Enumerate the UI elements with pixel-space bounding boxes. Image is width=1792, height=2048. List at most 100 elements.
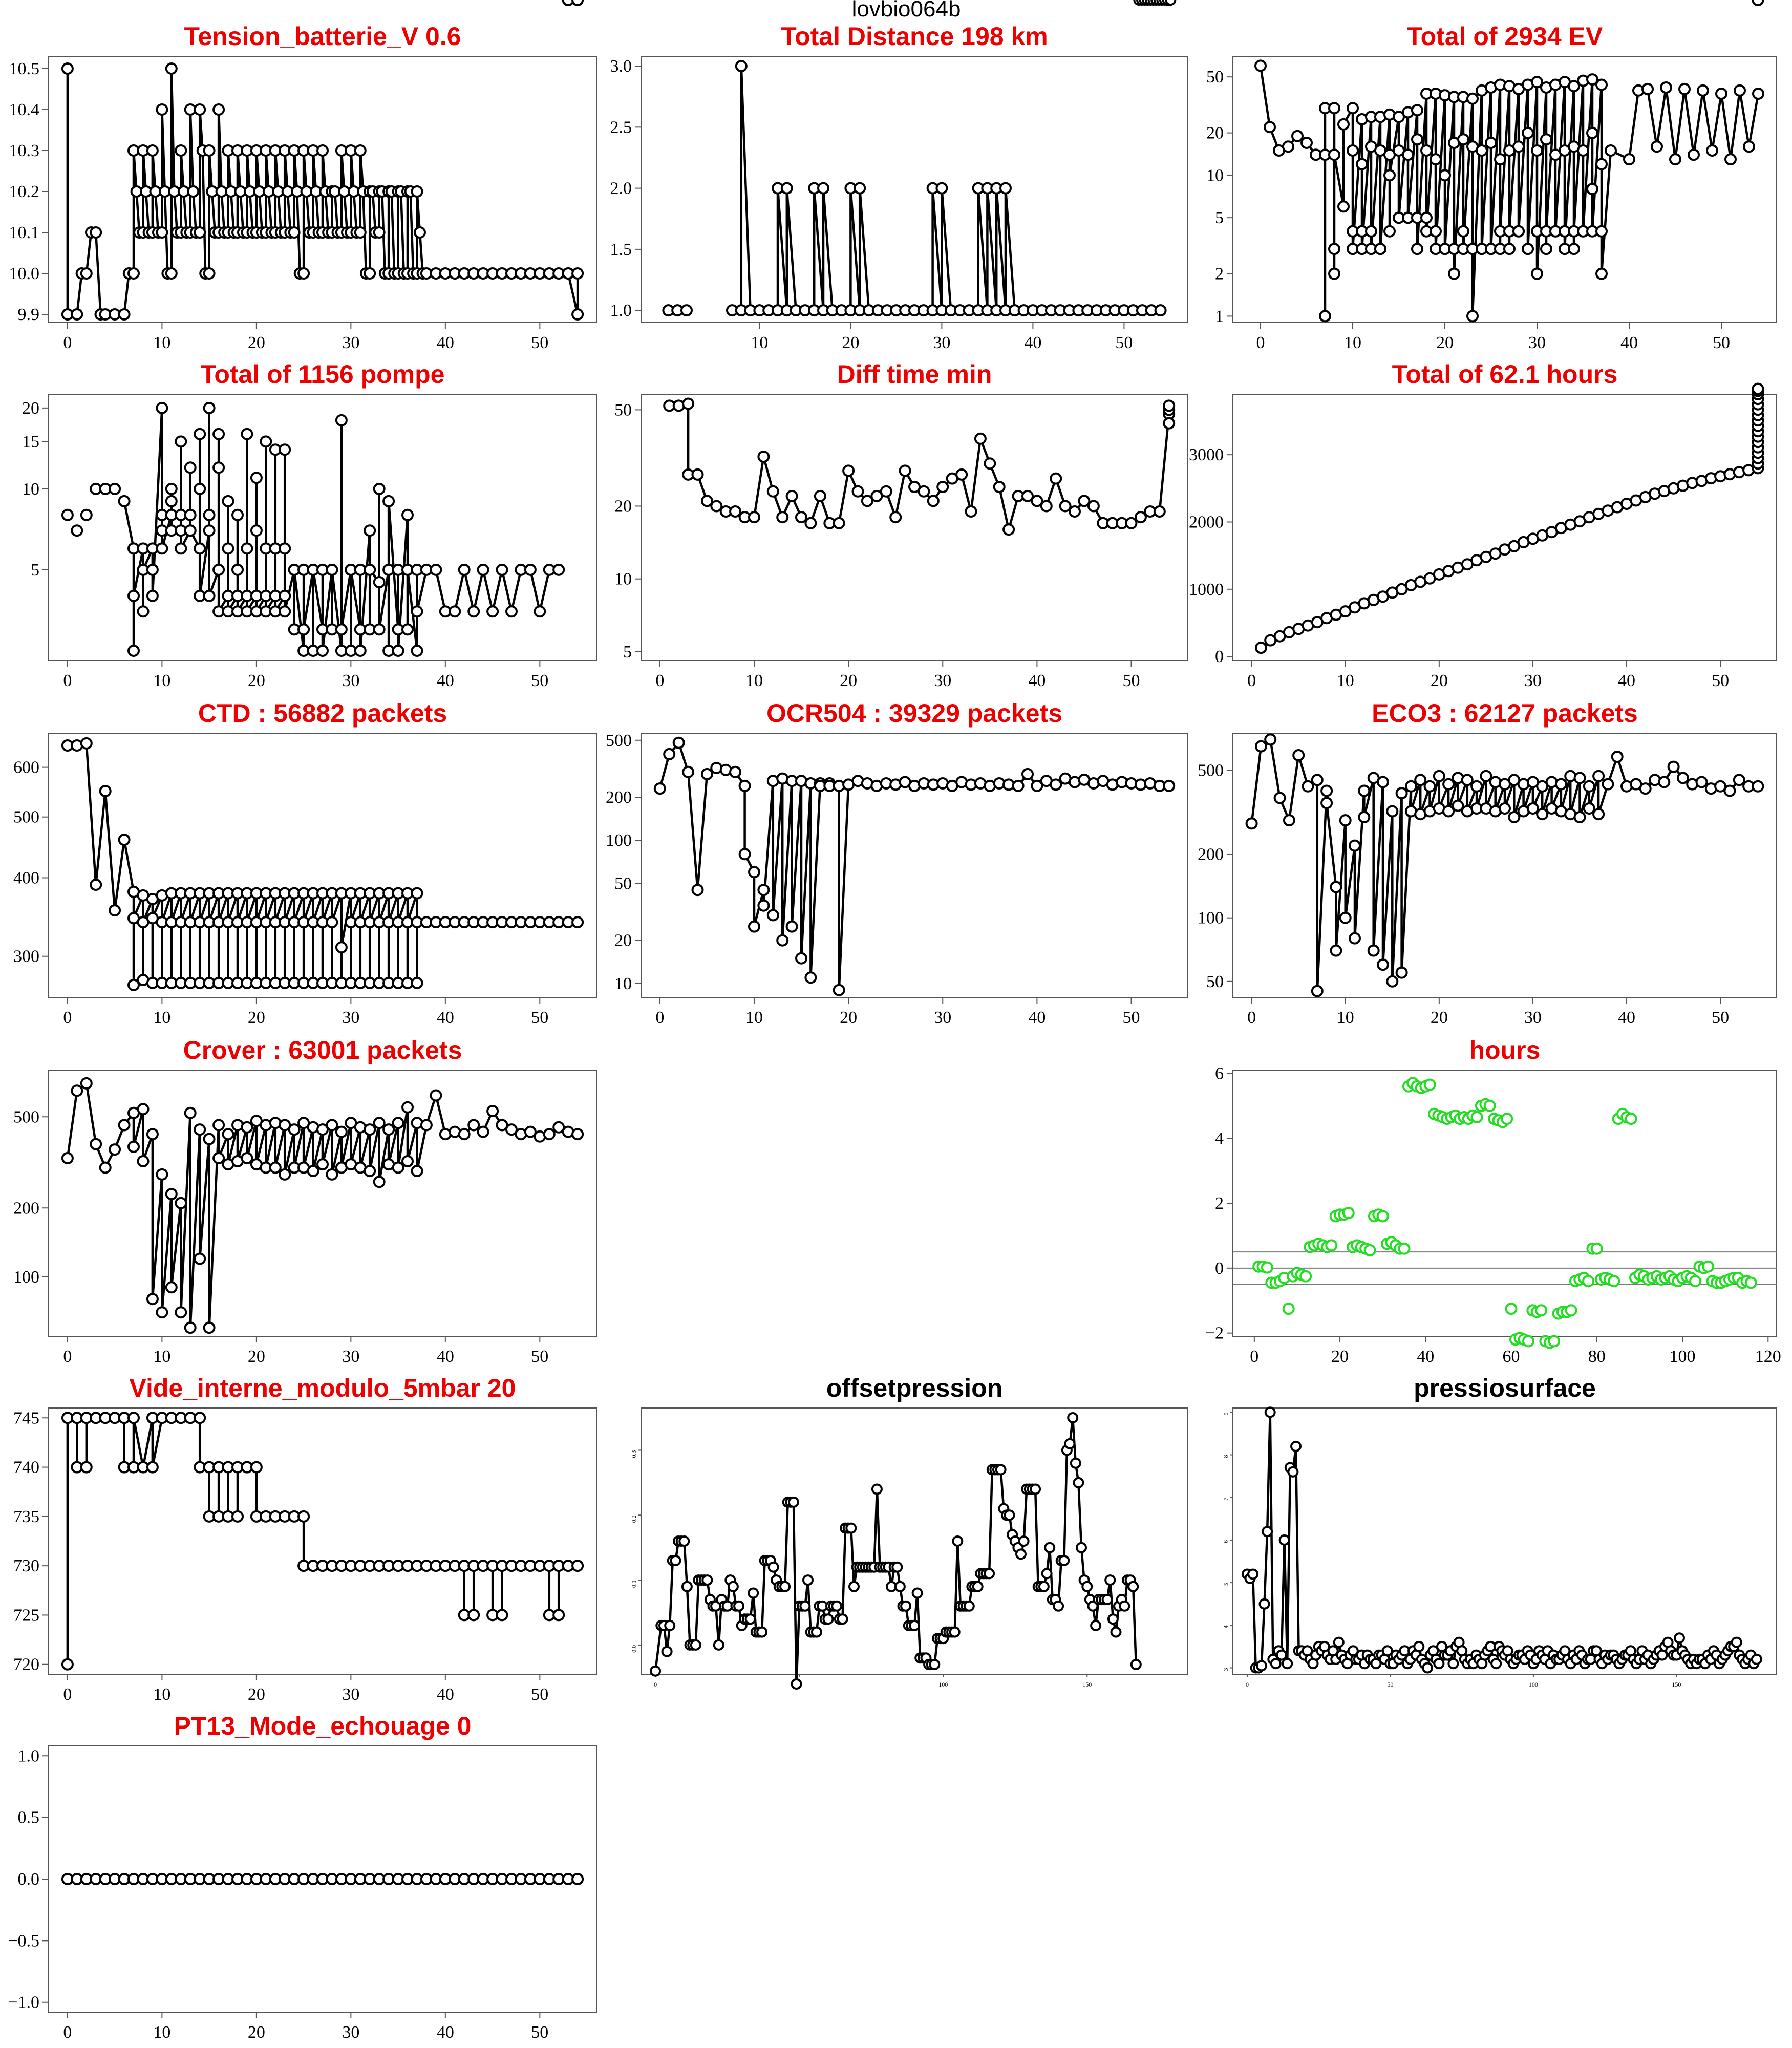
data-point	[965, 505, 977, 518]
x-tick-label: 30	[342, 333, 359, 352]
data-point	[842, 464, 855, 477]
data-point	[1586, 183, 1598, 196]
data-point	[175, 542, 187, 555]
data-point	[1163, 779, 1176, 792]
data-point	[326, 563, 338, 576]
data-point	[1743, 140, 1755, 153]
x-tick-label: 30	[1524, 1008, 1542, 1027]
data-point	[571, 267, 584, 280]
data-point	[1110, 1626, 1122, 1638]
data-point	[729, 765, 742, 778]
data-point	[1134, 511, 1147, 524]
chart-title: Vide_interne_modulo_5mbar 20	[130, 1374, 516, 1402]
y-tick-label: −2	[1205, 1324, 1224, 1343]
y-tick-label: 1000	[1189, 580, 1224, 599]
y-tick-label: 740	[13, 1458, 39, 1477]
panel-difftime: Diff time min 0 10 20 30 40 50 5 10 20 50	[614, 0, 1188, 690]
data-point	[952, 1535, 964, 1547]
data-point	[222, 1128, 234, 1141]
x-tick-label: 50	[1712, 1008, 1729, 1027]
plot-frame	[641, 394, 1188, 661]
x-tick-label: 20	[840, 1008, 857, 1027]
data-point	[1276, 1649, 1287, 1661]
data-point	[880, 485, 892, 498]
data-point	[194, 1123, 206, 1136]
data-point	[382, 1123, 395, 1136]
data-point	[935, 182, 948, 195]
data-point	[1119, 1600, 1130, 1612]
data-point	[212, 563, 225, 576]
data-point	[713, 1639, 724, 1651]
x-tick-label: 20	[248, 333, 265, 352]
x-tick-label: 40	[437, 671, 454, 690]
data-point	[918, 485, 930, 498]
data-point	[297, 1510, 310, 1523]
data-point	[496, 1119, 508, 1132]
data-point	[401, 508, 414, 521]
data-point	[505, 605, 518, 618]
data-point	[382, 495, 395, 507]
data-point	[1411, 104, 1423, 117]
y-tick-label: 50	[1206, 972, 1224, 991]
data-point	[411, 976, 423, 989]
data-point	[1611, 751, 1624, 763]
x-tick-label: 10	[153, 1347, 170, 1366]
data-point	[194, 226, 206, 239]
data-point	[1420, 211, 1433, 224]
x-tick-label: 10	[153, 333, 170, 352]
data-point	[241, 428, 253, 440]
y-tick-label: 9	[1222, 1412, 1229, 1415]
data-point	[137, 1103, 150, 1116]
data-point	[175, 435, 187, 448]
data-point	[1130, 1659, 1142, 1670]
y-tick-label: 0.1	[630, 1580, 637, 1588]
data-point	[795, 511, 807, 524]
y-tick-label: 0.3	[630, 1450, 637, 1458]
data-point	[1376, 1210, 1389, 1223]
data-point	[1287, 1466, 1299, 1478]
data-point	[326, 1119, 338, 1132]
data-point	[109, 904, 121, 917]
data-point	[1050, 778, 1062, 791]
data-point	[1423, 1078, 1436, 1091]
data-point	[165, 1188, 178, 1201]
x-tick-label: 10	[745, 1008, 763, 1027]
data-point	[165, 495, 178, 507]
data-point	[787, 1496, 799, 1508]
data-point	[1476, 144, 1488, 157]
data-point	[430, 563, 442, 576]
data-point	[1608, 1275, 1620, 1288]
data-point	[80, 508, 93, 521]
x-tick-label: 40	[437, 1685, 454, 1704]
data-point	[414, 226, 426, 239]
data-point	[109, 482, 121, 495]
data-point	[184, 1321, 197, 1334]
data-point	[1688, 148, 1700, 161]
data-point	[165, 1281, 178, 1294]
data-point	[1337, 118, 1350, 131]
data-point	[241, 1121, 253, 1134]
data-point	[738, 779, 751, 792]
data-point	[486, 605, 499, 618]
x-tick-label: 30	[934, 671, 951, 690]
data-point	[1395, 966, 1408, 979]
data-point	[776, 934, 789, 947]
data-point	[785, 920, 798, 933]
data-point	[1030, 1483, 1041, 1495]
data-point	[1377, 958, 1389, 971]
x-tick-label: 40	[1028, 1008, 1046, 1027]
data-point	[175, 144, 187, 157]
data-point	[1447, 1658, 1459, 1670]
data-point	[1430, 153, 1442, 166]
y-tick-label: 1	[1215, 307, 1224, 326]
data-point	[1311, 774, 1324, 786]
data-point	[799, 1600, 811, 1612]
panel-ocr: OCR504 : 39329 packets 0 10 20 30 40 50 10 20 50 1…	[606, 699, 1188, 1027]
data-point	[288, 1123, 301, 1136]
data-point	[1639, 782, 1652, 795]
data-point	[1470, 780, 1483, 793]
data-point	[90, 226, 102, 239]
data-point	[1070, 1457, 1081, 1469]
series-line	[66, 1082, 578, 1329]
data-point	[854, 182, 866, 195]
